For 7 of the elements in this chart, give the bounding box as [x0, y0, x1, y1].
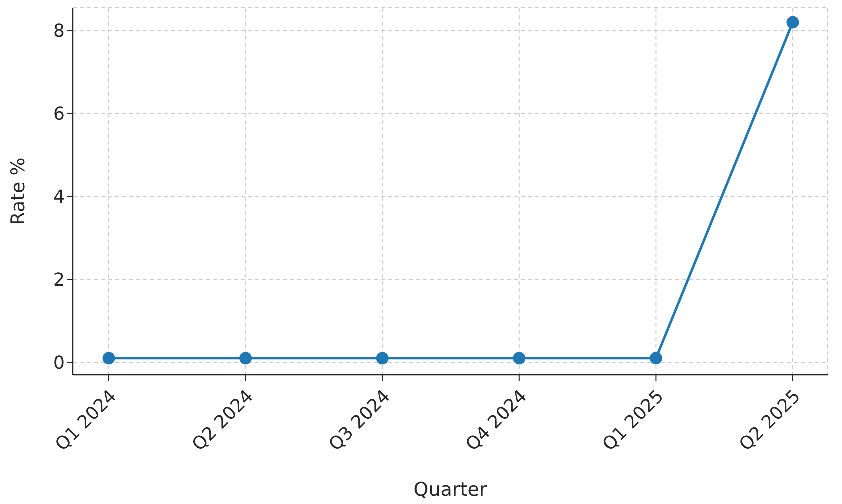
y-tick-label: 0	[54, 352, 65, 374]
y-axis-title: Rate %	[8, 158, 30, 226]
y-tick-label: 6	[54, 104, 65, 126]
y-tick-label: 4	[54, 187, 65, 208]
y-tick-label: 8	[54, 21, 65, 42]
y-tick-label: 2	[54, 270, 65, 292]
x-axis-title: Quarter	[414, 479, 488, 501]
